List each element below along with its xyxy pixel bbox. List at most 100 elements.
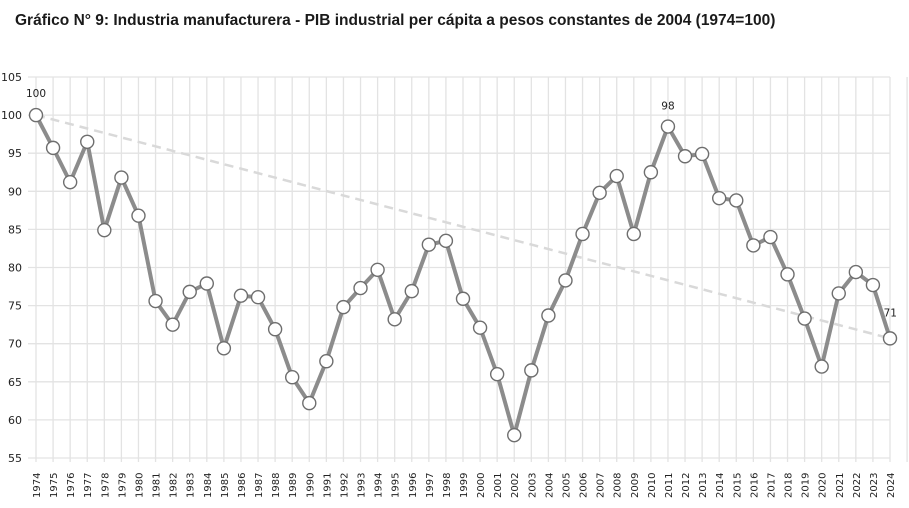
data-point-2010	[643, 165, 659, 180]
data-point-1991	[319, 354, 334, 369]
data-point-2018	[780, 267, 795, 282]
x-tick-label: 2019	[801, 473, 812, 498]
data-point-1980	[131, 208, 146, 223]
y-tick-label: 70	[8, 338, 22, 351]
data-point-1997	[421, 237, 437, 252]
x-tick-label: 2015	[732, 473, 743, 498]
x-tick-label: 1979	[117, 473, 128, 498]
x-axis-ticks: 1974 1975 1976 1977 1978 1979 1980 1981 1982 1983…	[32, 473, 897, 498]
x-tick-label: 1995	[391, 473, 402, 498]
x-tick-label: 2006	[579, 473, 590, 498]
x-tick-label: 2021	[835, 473, 846, 498]
data-point-1987	[250, 290, 266, 305]
data-labels: 100 98 71	[26, 88, 897, 319]
data-point-2009	[626, 226, 641, 242]
x-tick-label: 1978	[100, 473, 111, 498]
x-tick-label: 1986	[237, 473, 248, 498]
data-point-1983	[182, 284, 197, 300]
data-point-2008	[609, 168, 624, 184]
data-point-2024	[882, 331, 898, 346]
y-tick-label: 85	[8, 223, 22, 236]
y-tick-label: 55	[8, 452, 22, 465]
x-tick-label: 2007	[596, 473, 607, 498]
data-point-1992	[336, 299, 351, 315]
x-tick-label: 1993	[357, 473, 368, 498]
x-tick-label: 1982	[169, 473, 180, 498]
data-point-2019	[797, 311, 812, 326]
y-tick-label: 105	[1, 71, 22, 84]
data-point-2002	[507, 427, 522, 443]
x-tick-label: 2023	[869, 473, 880, 498]
data-point-2015	[729, 193, 744, 208]
data-point-1998	[438, 233, 454, 249]
y-tick-label: 60	[8, 414, 22, 427]
data-point-2001	[489, 366, 505, 382]
data-point-1978	[97, 222, 112, 238]
x-tick-label: 1985	[220, 473, 231, 498]
data-point-2014	[712, 190, 727, 206]
data-point-1976	[62, 174, 78, 190]
x-tick-label: 2008	[613, 473, 624, 498]
x-tick-label: 1989	[288, 473, 299, 498]
data-point-2006	[575, 226, 590, 242]
data-point-1974	[28, 107, 44, 123]
x-tick-label: 2003	[527, 473, 538, 498]
x-tick-label: 1996	[408, 473, 419, 498]
data-point-2023	[865, 277, 881, 293]
data-point-1981	[148, 293, 163, 309]
x-tick-label: 1977	[83, 473, 94, 498]
x-tick-label: 2002	[510, 473, 521, 498]
data-point-1995	[387, 312, 402, 327]
chart-title: Gráfico N° 9: Industria manufacturera - …	[15, 12, 776, 29]
data-point-1975	[45, 140, 61, 156]
x-tick-label: 2004	[544, 473, 555, 498]
x-tick-label: 2001	[493, 473, 504, 498]
data-point-1984	[199, 276, 215, 291]
x-tick-label: 1983	[186, 473, 197, 498]
x-tick-label: 2017	[766, 473, 777, 498]
data-point-2000	[472, 320, 488, 335]
y-tick-label: 90	[8, 185, 22, 198]
x-tick-label: 2014	[715, 473, 726, 498]
y-tick-label: 80	[8, 262, 22, 275]
data-point-1996	[404, 283, 419, 299]
x-tick-label: 2020	[818, 473, 829, 498]
data-points	[28, 107, 898, 443]
data-label-1974: 100	[26, 88, 46, 100]
x-tick-label: 1994	[374, 473, 385, 498]
x-tick-label: 1988	[271, 473, 282, 498]
data-point-2012	[677, 149, 693, 164]
x-tick-label: 2011	[664, 473, 675, 498]
data-point-1988	[267, 322, 283, 337]
x-tick-label: 1997	[425, 473, 436, 498]
y-tick-label: 75	[8, 300, 22, 313]
data-point-2013	[694, 146, 710, 162]
x-tick-label: 1976	[66, 473, 77, 498]
x-tick-label: 2005	[561, 473, 572, 498]
x-tick-label: 2010	[647, 473, 658, 498]
data-point-2022	[848, 264, 864, 280]
x-tick-label: 2013	[698, 473, 709, 498]
x-tick-label: 2016	[749, 473, 760, 498]
y-tick-label: 95	[8, 147, 22, 160]
data-point-2016	[746, 238, 761, 253]
y-axis-ticks: 55 60 65 70 75 80 85 90 95 100 105	[1, 71, 22, 465]
data-point-2004	[541, 308, 556, 323]
data-point-1999	[455, 291, 471, 306]
x-tick-label: 2009	[630, 473, 641, 498]
data-point-2003	[524, 363, 539, 378]
y-tick-label: 100	[1, 109, 22, 122]
data-point-1990	[302, 395, 317, 411]
x-tick-label: 1992	[339, 473, 350, 498]
x-tick-label: 1991	[322, 473, 333, 498]
data-point-2011	[660, 119, 676, 134]
x-tick-label: 2012	[681, 473, 692, 498]
data-point-2005	[558, 273, 573, 288]
data-point-1993	[353, 280, 368, 296]
x-tick-label: 1981	[152, 473, 163, 498]
x-tick-label: 1987	[254, 473, 265, 498]
data-label-2011: 98	[661, 101, 674, 113]
data-point-1986	[233, 288, 249, 303]
data-point-2021	[831, 286, 846, 301]
